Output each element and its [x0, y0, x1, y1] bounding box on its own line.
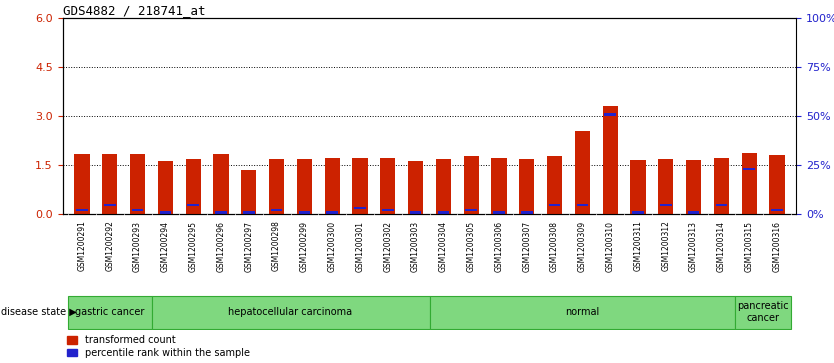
Text: gastric cancer: gastric cancer [75, 307, 144, 317]
Bar [549, 204, 560, 206]
Text: GSM1200312: GSM1200312 [661, 221, 671, 272]
Bar [104, 204, 116, 206]
Bar [430, 296, 736, 329]
Bar [716, 204, 727, 206]
Bar [299, 211, 310, 214]
Bar [241, 170, 256, 214]
Bar [769, 155, 785, 214]
Bar [214, 154, 229, 214]
Bar [658, 159, 674, 214]
Bar [297, 159, 312, 214]
Bar [152, 296, 430, 329]
Bar [743, 168, 755, 170]
Bar [408, 161, 423, 214]
Text: GSM1200300: GSM1200300 [328, 221, 337, 272]
Bar [68, 296, 152, 329]
Bar [74, 154, 90, 214]
Bar [547, 156, 562, 214]
Bar [380, 158, 395, 214]
Bar [185, 159, 201, 214]
Bar [741, 153, 757, 214]
Text: GSM1200307: GSM1200307 [522, 221, 531, 272]
Bar [102, 154, 118, 214]
Text: GDS4882 / 218741_at: GDS4882 / 218741_at [63, 4, 205, 17]
Bar [632, 211, 644, 214]
Text: GSM1200293: GSM1200293 [133, 221, 142, 272]
Text: GSM1200299: GSM1200299 [300, 221, 309, 272]
Bar [269, 159, 284, 214]
Text: GSM1200314: GSM1200314 [717, 221, 726, 272]
Text: GSM1200316: GSM1200316 [772, 221, 781, 272]
Bar [132, 209, 143, 211]
Bar [660, 204, 671, 206]
Bar [159, 211, 171, 214]
Text: disease state ▶: disease state ▶ [1, 307, 77, 317]
Bar [465, 209, 477, 211]
Bar [158, 161, 173, 214]
Bar [324, 158, 340, 214]
Text: GSM1200295: GSM1200295 [188, 221, 198, 272]
Bar [215, 211, 227, 214]
Bar [382, 209, 394, 211]
Text: GSM1200304: GSM1200304 [439, 221, 448, 272]
Text: normal: normal [565, 307, 600, 317]
Bar [493, 211, 505, 214]
Text: GSM1200296: GSM1200296 [217, 221, 225, 272]
Text: hepatocellular carcinoma: hepatocellular carcinoma [229, 307, 353, 317]
Bar [519, 159, 535, 214]
Bar [686, 160, 701, 214]
Bar [736, 296, 791, 329]
Text: GSM1200311: GSM1200311 [634, 221, 642, 272]
Bar [576, 204, 588, 206]
Bar [771, 209, 783, 211]
Bar [438, 211, 450, 214]
Bar [354, 207, 366, 209]
Text: GSM1200309: GSM1200309 [578, 221, 587, 272]
Text: GSM1200306: GSM1200306 [495, 221, 504, 272]
Bar [271, 209, 283, 211]
Text: GSM1200308: GSM1200308 [550, 221, 559, 272]
Text: GSM1200303: GSM1200303 [411, 221, 420, 272]
Bar [435, 159, 451, 214]
Bar [688, 211, 700, 214]
Bar [409, 211, 421, 214]
Bar [243, 211, 254, 214]
Text: GSM1200305: GSM1200305 [467, 221, 475, 272]
Bar [464, 156, 479, 214]
Text: GSM1200302: GSM1200302 [384, 221, 392, 272]
Bar [352, 158, 368, 214]
Text: GSM1200294: GSM1200294 [161, 221, 170, 272]
Bar [76, 209, 88, 211]
Text: GSM1200313: GSM1200313 [689, 221, 698, 272]
Bar [714, 158, 729, 214]
Text: GSM1200297: GSM1200297 [244, 221, 254, 272]
Bar [326, 211, 338, 214]
Legend: transformed count, percentile rank within the sample: transformed count, percentile rank withi… [68, 335, 250, 358]
Bar [188, 204, 199, 206]
Text: GSM1200298: GSM1200298 [272, 221, 281, 272]
Bar [605, 113, 616, 116]
Bar [491, 158, 507, 214]
Text: GSM1200301: GSM1200301 [355, 221, 364, 272]
Text: GSM1200315: GSM1200315 [745, 221, 754, 272]
Bar [631, 160, 646, 214]
Text: pancreatic
cancer: pancreatic cancer [737, 301, 789, 323]
Text: GSM1200292: GSM1200292 [105, 221, 114, 272]
Text: GSM1200291: GSM1200291 [78, 221, 87, 272]
Bar [521, 211, 533, 214]
Text: GSM1200310: GSM1200310 [605, 221, 615, 272]
Bar [130, 154, 145, 214]
Bar [575, 131, 590, 214]
Bar [602, 106, 618, 214]
